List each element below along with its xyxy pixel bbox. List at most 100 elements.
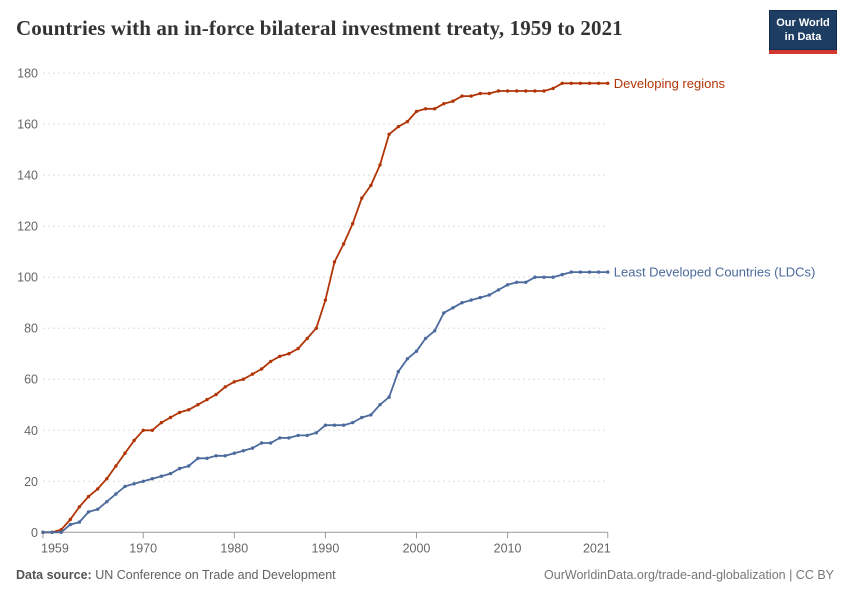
data-point [232,380,236,384]
data-point [487,91,491,96]
line-chart-canvas[interactable]: 1959 1970 1980 1990 2000 2010 2021 0 20 40 60 80 100… [0,55,850,556]
data-point [278,436,282,440]
data-point [560,272,564,277]
data-point [332,423,337,427]
data-source-note: Data source: UN Conference on Trade and … [16,568,336,582]
data-point [187,464,191,468]
y-tick-label: 0 [31,526,38,540]
data-point [341,423,346,427]
data-point [387,395,391,399]
data-point [278,354,282,358]
data-point [542,275,546,279]
data-point [405,119,410,124]
owid-logo-line1: Our World [776,17,830,29]
data-point [578,81,583,85]
data-point [150,477,154,481]
gridlines [43,72,608,482]
data-point [123,484,127,489]
data-point [414,109,419,114]
series-line-least-developed-countries-ldcs [42,271,609,534]
data-point [241,449,246,453]
series-label-developing-regions: Developing regions [614,76,726,91]
data-point [606,270,610,274]
data-point [305,433,309,438]
data-point [351,221,355,226]
data-point [341,242,346,246]
y-tick-label: 80 [24,322,38,336]
data-point [524,89,528,93]
data-point [96,507,100,511]
owid-logo-line2: in Data [784,31,822,44]
data-point [86,494,91,499]
data-point [250,446,255,450]
data-point [314,431,318,435]
data-point [505,283,510,287]
data-point [50,530,54,534]
data-point [442,102,446,106]
data-point [150,428,154,432]
data-point [114,464,118,468]
page-title: Countries with an in-force bilateral inv… [16,16,623,40]
data-point [442,311,446,315]
data-point [414,349,419,353]
data-point [587,81,592,85]
data-point [86,510,91,514]
data-point [460,301,464,305]
x-tick-label: 2010 [494,541,522,555]
data-point [259,367,264,371]
x-tick-label: 1970 [129,541,157,555]
data-point [587,270,592,274]
data-point [396,125,400,129]
data-point [542,89,546,93]
data-point [378,163,382,167]
data-point [187,408,191,412]
owid-logo-box: Our World in Data [769,10,837,50]
data-point [596,81,601,85]
data-point [68,522,73,527]
x-tick-label: 1990 [311,541,339,555]
data-point [460,94,464,98]
x-axis-ticks: 1959 1970 1980 1990 2000 2010 2021 [41,532,611,555]
data-point [241,377,246,381]
y-tick-label: 100 [17,271,38,285]
data-point [296,346,300,351]
data-point [314,326,318,330]
data-point [269,441,273,445]
attribution-link[interactable]: OurWorldinData.org/trade-and-globalizati… [544,568,834,582]
y-tick-label: 160 [17,118,38,132]
data-point [478,295,482,300]
data-point [68,517,73,522]
data-source-label: Data source: [16,568,92,582]
y-tick-label: 60 [24,373,38,387]
data-point [451,99,455,103]
data-point [196,456,200,460]
data-point [305,336,309,341]
data-point [177,466,182,471]
data-point [287,436,291,440]
owid-logo[interactable]: Our World in Data [769,10,837,54]
data-point [168,471,173,476]
x-tick-label: 1980 [220,541,248,555]
series-developing-regions: Developing regions [41,76,726,534]
data-point [123,451,127,455]
x-tick-label: 1959 [41,541,69,555]
y-axis-labels: 0 20 40 60 80 100 120 140 160 180 [17,67,38,540]
data-point [105,477,109,481]
data-point [332,260,337,264]
data-point [360,415,364,420]
data-point [378,403,382,407]
data-point [596,270,601,274]
data-point [423,107,428,111]
data-point [560,81,564,85]
data-source-value: UN Conference on Trade and Development [91,568,336,582]
chart-footer: Data source: UN Conference on Trade and … [16,568,834,582]
data-point [551,275,555,279]
data-point [323,298,328,302]
data-point [478,91,482,96]
data-point [515,280,519,284]
data-point [533,89,537,93]
data-point [269,359,273,364]
data-point [132,482,136,486]
data-point [205,456,209,460]
data-point [423,336,428,341]
